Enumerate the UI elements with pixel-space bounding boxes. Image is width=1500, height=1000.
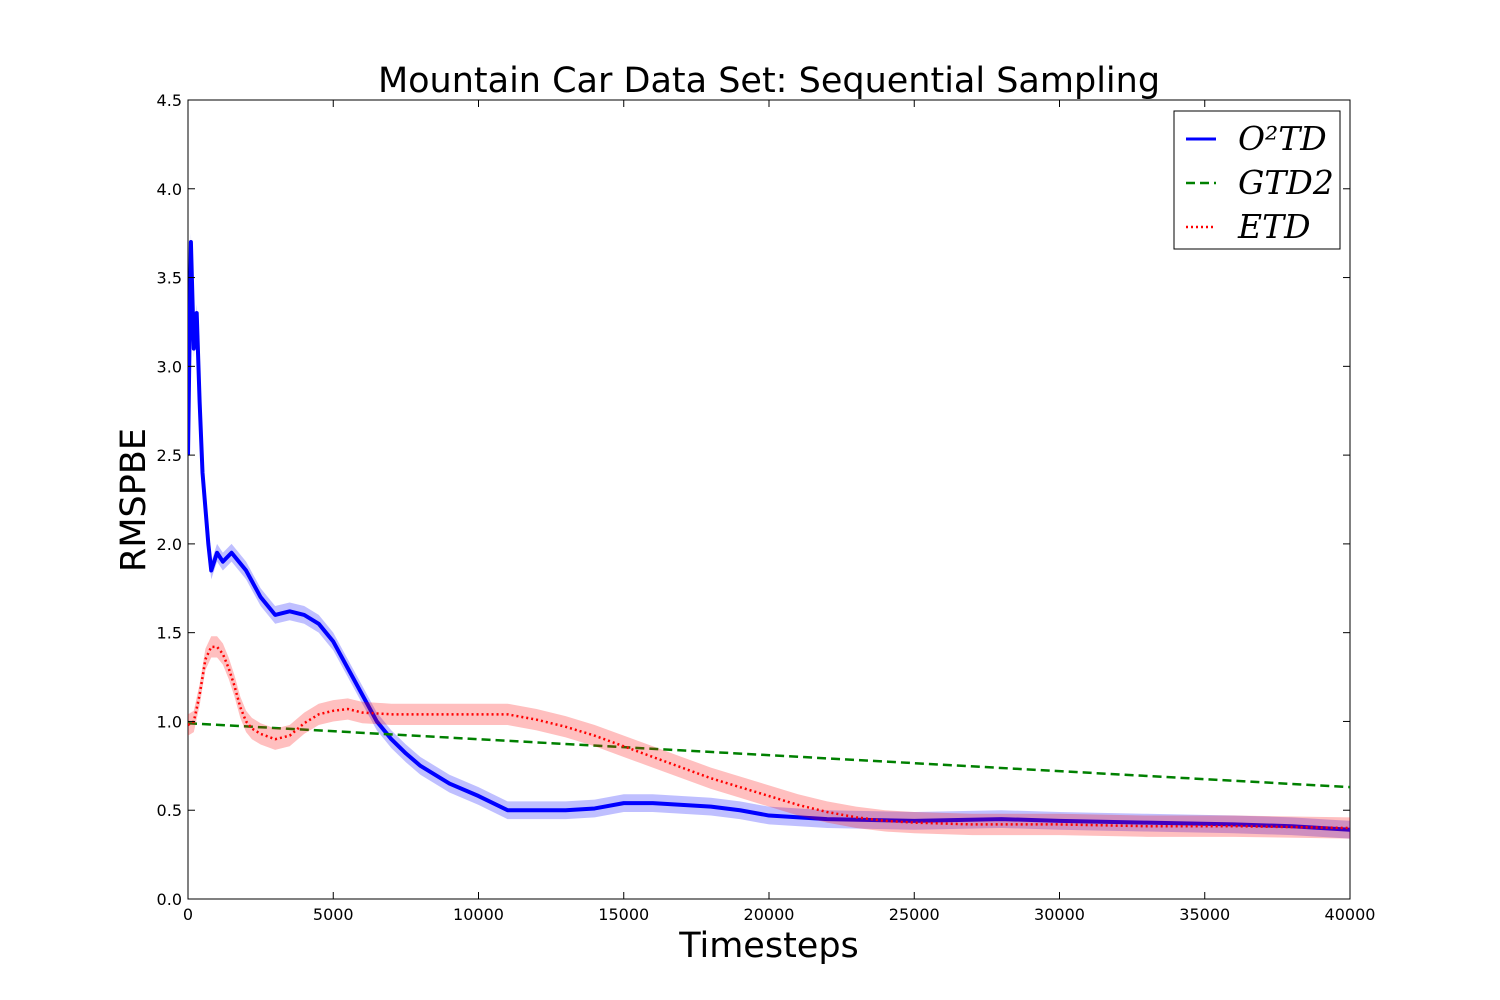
ticks: 0 5000 10000 15000 20000 25000 30000 35000 40000… (157, 91, 1376, 924)
x-axis-label: Timesteps (678, 926, 859, 966)
y-tick-label: 0.5 (157, 801, 182, 820)
y-tick-label: 2.0 (157, 535, 182, 554)
series-2 (188, 721, 1350, 789)
y-tick-label: 3.0 (157, 357, 182, 376)
x-tick-label: 25000 (889, 905, 940, 924)
y-tick-label: 1.5 (157, 624, 182, 643)
x-tick-label: 10000 (453, 905, 504, 924)
legend: O²TD GTD2 ETD (1173, 110, 1341, 250)
chart-title: Mountain Car Data Set: Sequential Sampli… (378, 61, 1160, 101)
x-tick-label: 15000 (598, 905, 649, 924)
legend-label-2: GTD2 (1238, 163, 1334, 202)
series-3-band (188, 636, 1350, 839)
y-tick-label: 1.0 (157, 712, 182, 731)
x-tick-label: 30000 (1034, 905, 1085, 924)
y-tick-label: 0.0 (157, 890, 182, 909)
series-1 (188, 233, 1350, 839)
legend-label-3: ETD (1237, 207, 1311, 246)
series-3 (188, 636, 1350, 839)
series-1-line (188, 240, 1350, 832)
y-tick-label: 2.5 (157, 446, 182, 465)
y-tick-label: 4.0 (157, 180, 182, 199)
x-tick-label: 40000 (1325, 905, 1376, 924)
x-tick-label: 5000 (313, 905, 354, 924)
y-axis-label: RMSPBE (114, 428, 154, 572)
x-tick-label: 35000 (1179, 905, 1230, 924)
x-tick-label: 20000 (744, 905, 795, 924)
y-tick-label: 3.5 (157, 269, 182, 288)
legend-label-1: O²TD (1238, 119, 1327, 158)
plot-frame (187, 99, 1351, 900)
series-3-line (188, 645, 1350, 830)
y-tick-label: 4.5 (157, 91, 182, 110)
series-2-line (188, 721, 1350, 789)
x-tick-label: 0 (183, 905, 193, 924)
